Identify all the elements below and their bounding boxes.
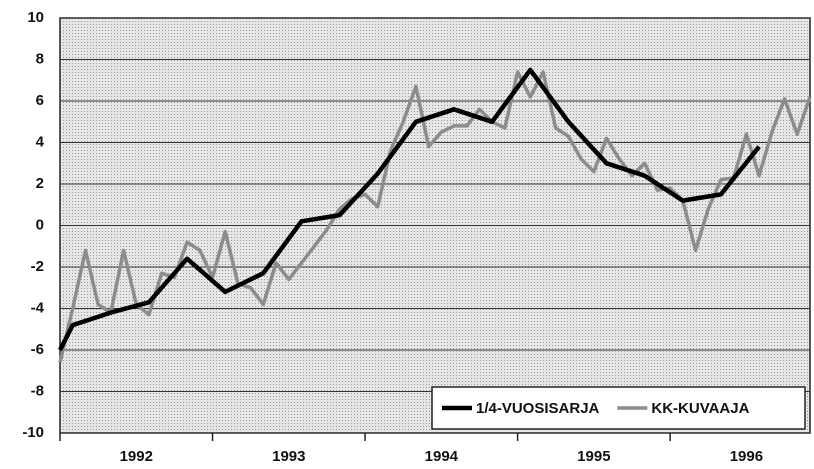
legend-label: 1/4-VUOSISARJA: [476, 400, 600, 417]
y-tick-label: 2: [36, 175, 44, 192]
y-tick-label: -10: [22, 424, 44, 441]
y-tick-label: 10: [27, 9, 44, 26]
line-series: [58, 70, 812, 363]
line-series: [57, 67, 761, 352]
x-tick-label: 1994: [425, 448, 459, 465]
x-tick-label: 1992: [120, 448, 153, 465]
y-tick-label: -6: [31, 341, 44, 358]
y-tick-label: 4: [36, 133, 45, 150]
y-tick-label: 8: [36, 50, 44, 67]
y-tick-label: -2: [31, 258, 44, 275]
x-tick-label: 1996: [730, 448, 763, 465]
y-tick-label: -8: [31, 382, 44, 399]
y-tick-label: -4: [31, 299, 45, 316]
y-tick-label: 0: [36, 216, 44, 233]
y-tick-label: 6: [36, 92, 44, 109]
x-tick-label: 1995: [577, 448, 610, 465]
x-tick-label: 1993: [272, 448, 305, 465]
legend-label: KK-KUVAAJA: [651, 400, 749, 417]
